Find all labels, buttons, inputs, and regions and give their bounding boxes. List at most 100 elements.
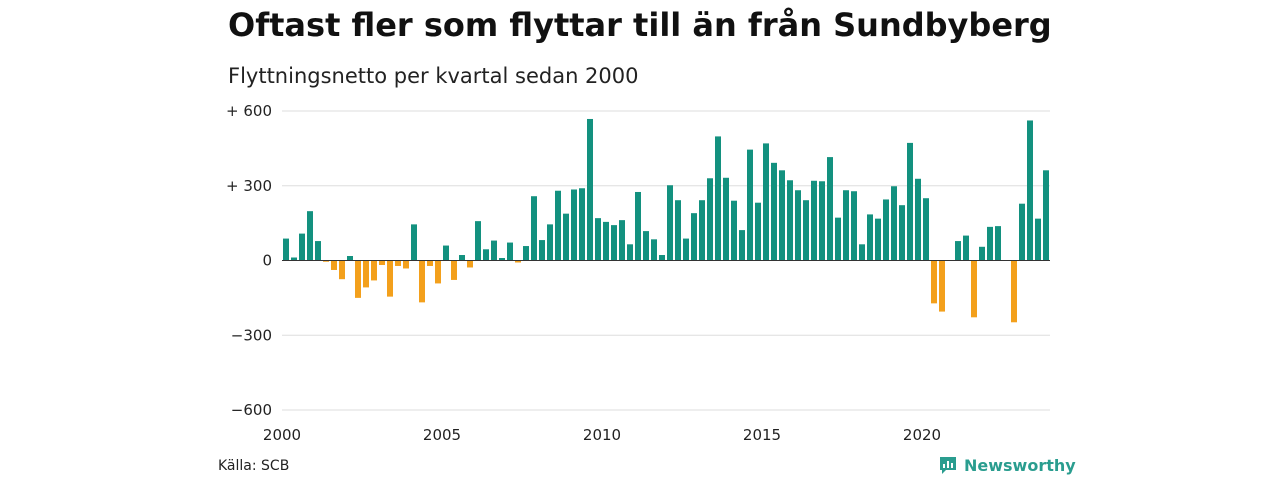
bar bbox=[331, 260, 337, 270]
bar bbox=[475, 221, 481, 261]
bar bbox=[1011, 260, 1017, 323]
bar bbox=[835, 217, 841, 261]
bar bbox=[499, 258, 505, 261]
x-tick-label: 2005 bbox=[423, 426, 461, 444]
y-tick-label: + 600 bbox=[226, 102, 272, 120]
bar bbox=[843, 190, 849, 261]
bar bbox=[611, 225, 617, 261]
x-tick-label: 2010 bbox=[583, 426, 621, 444]
bar bbox=[779, 170, 785, 261]
bar bbox=[483, 249, 489, 261]
bar bbox=[587, 118, 593, 261]
bar bbox=[627, 244, 633, 261]
y-tick-label: 0 bbox=[262, 252, 272, 270]
bar bbox=[403, 260, 409, 269]
bar bbox=[675, 200, 681, 261]
bar bbox=[395, 260, 401, 266]
bar bbox=[923, 198, 929, 261]
brand-name: Newsworthy bbox=[964, 455, 1076, 475]
bar bbox=[1019, 203, 1025, 261]
newsworthy-icon bbox=[940, 457, 956, 474]
bar bbox=[291, 257, 297, 261]
bar bbox=[707, 178, 713, 261]
bar bbox=[379, 260, 385, 265]
newsworthy-logo[interactable]: Newsworthy bbox=[938, 455, 1076, 475]
bar bbox=[347, 256, 353, 261]
bar bbox=[979, 246, 985, 261]
bar bbox=[467, 260, 473, 268]
bar bbox=[371, 260, 377, 281]
bar bbox=[1043, 170, 1049, 261]
bar bbox=[595, 218, 601, 261]
x-tick-label: 2000 bbox=[263, 426, 301, 444]
bar bbox=[699, 200, 705, 261]
chart-title: Oftast fler som flyttar till än från Sun… bbox=[228, 6, 1052, 44]
bar bbox=[875, 218, 881, 261]
bar bbox=[691, 213, 697, 261]
bar bbox=[867, 214, 873, 261]
bar bbox=[851, 191, 857, 261]
bar bbox=[803, 200, 809, 261]
bar bbox=[635, 191, 641, 261]
bar bbox=[899, 205, 905, 261]
bar bbox=[411, 224, 417, 261]
x-tick-label: 2015 bbox=[743, 426, 781, 444]
bar bbox=[547, 224, 553, 261]
bar bbox=[755, 202, 761, 261]
bar bbox=[1027, 120, 1033, 261]
bar bbox=[451, 260, 457, 280]
bar bbox=[771, 162, 777, 261]
y-tick-label: −300 bbox=[231, 326, 272, 344]
bar bbox=[747, 149, 753, 261]
bar bbox=[283, 238, 289, 261]
bar bbox=[435, 260, 441, 284]
bar bbox=[507, 242, 513, 261]
bar bbox=[939, 260, 945, 312]
bar bbox=[667, 185, 673, 261]
source-label: Källa: SCB bbox=[218, 458, 290, 474]
y-tick-label: + 300 bbox=[226, 177, 272, 195]
y-tick-label: −600 bbox=[231, 401, 272, 419]
bar bbox=[931, 260, 937, 304]
bar bbox=[683, 238, 689, 261]
bar bbox=[715, 136, 721, 261]
bar bbox=[571, 189, 577, 261]
bar bbox=[419, 260, 425, 303]
bar bbox=[539, 240, 545, 261]
bar bbox=[907, 142, 913, 261]
bar bbox=[651, 239, 657, 261]
bar bbox=[859, 244, 865, 261]
bar bbox=[739, 230, 745, 261]
bar bbox=[579, 188, 585, 261]
bar bbox=[1035, 218, 1041, 261]
bar bbox=[427, 260, 433, 266]
bar bbox=[515, 260, 521, 263]
bar bbox=[731, 200, 737, 261]
bar bbox=[827, 157, 833, 261]
bar bbox=[787, 180, 793, 261]
bar bbox=[963, 235, 969, 261]
bar bbox=[355, 260, 361, 298]
bar bbox=[555, 190, 561, 261]
bar bbox=[643, 231, 649, 261]
bar bbox=[915, 178, 921, 261]
bar bbox=[763, 143, 769, 261]
bar bbox=[891, 186, 897, 261]
bar bbox=[659, 255, 665, 261]
bar bbox=[563, 213, 569, 261]
chart-subtitle: Flyttningsnetto per kvartal sedan 2000 bbox=[228, 64, 639, 88]
bar bbox=[723, 177, 729, 261]
bar bbox=[459, 255, 465, 261]
bar bbox=[363, 260, 369, 288]
bar bbox=[987, 226, 993, 261]
bar bbox=[443, 245, 449, 261]
bar bbox=[387, 260, 393, 297]
bar bbox=[811, 180, 817, 261]
bar bbox=[339, 260, 345, 280]
bar bbox=[955, 241, 961, 261]
bar bbox=[819, 181, 825, 261]
bar bbox=[307, 211, 313, 261]
bar bbox=[971, 260, 977, 318]
bar bbox=[603, 221, 609, 261]
